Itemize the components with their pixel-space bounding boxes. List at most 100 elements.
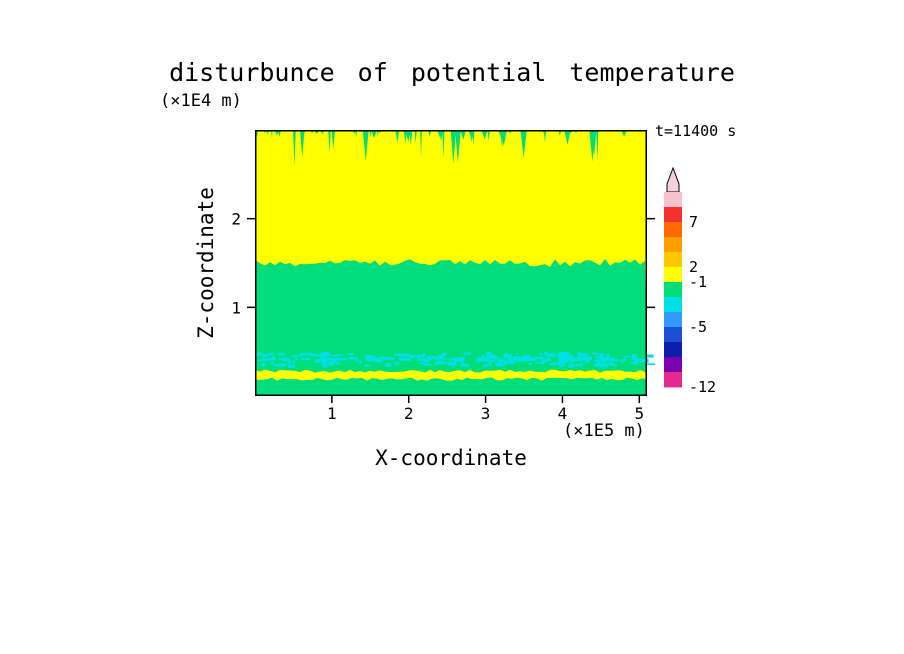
speckle (271, 355, 275, 360)
speckle (485, 351, 492, 356)
z-axis-unit: (×1E4 m) (160, 91, 242, 111)
speckle (641, 359, 649, 363)
speckle (443, 361, 447, 365)
speckle (506, 361, 515, 364)
top-streak (300, 130, 305, 158)
speckle (623, 355, 631, 358)
speckle (488, 360, 491, 365)
colorbar-segment (664, 357, 682, 373)
top-streak (442, 130, 445, 158)
speckle (536, 356, 546, 359)
speckle (596, 355, 604, 358)
top-streak (328, 130, 331, 153)
speckle (524, 355, 531, 359)
field-thin-yellow (255, 369, 647, 381)
speckle (321, 360, 326, 365)
top-streak (455, 130, 461, 163)
speckle (598, 353, 606, 356)
speckle (561, 355, 568, 358)
top-streak (355, 130, 358, 138)
speckle (523, 358, 533, 361)
speckle (539, 352, 544, 356)
speckle (270, 362, 275, 365)
speckle (516, 358, 520, 361)
speckle (378, 356, 388, 360)
colorbar-label: -5 (689, 318, 707, 336)
top-streak (481, 130, 488, 140)
speckle (559, 364, 565, 368)
x-axis-label: X-coordinate (375, 446, 527, 470)
speckle (434, 362, 440, 365)
speckle (262, 354, 269, 358)
speckle (429, 356, 437, 359)
speckle (364, 354, 374, 357)
speckle (478, 358, 485, 362)
speckle (577, 352, 581, 355)
speckle (476, 358, 481, 363)
colorbar-segment (664, 237, 682, 253)
top-streak (460, 130, 466, 140)
top-streak (564, 130, 571, 145)
speckle (290, 355, 299, 358)
speckle (291, 360, 295, 364)
speckle (601, 362, 605, 365)
speckle (423, 363, 432, 366)
speckle (547, 357, 551, 360)
speckle (602, 359, 607, 364)
colorbar-segment (664, 207, 682, 223)
colorbar-segment (664, 297, 682, 313)
speckle (623, 358, 627, 361)
speckle (565, 357, 573, 360)
speckle (540, 358, 544, 361)
speckle (596, 364, 600, 367)
top-streak (487, 130, 490, 142)
speckle (335, 361, 340, 365)
speckle (418, 354, 426, 358)
colorbar-segment (664, 312, 682, 328)
colorbar-label: -12 (689, 378, 716, 396)
speckle (299, 354, 302, 357)
speckle (569, 361, 574, 363)
speckle (400, 358, 412, 361)
colorbar-segment (664, 282, 682, 298)
speckle (497, 358, 503, 363)
speckle (487, 357, 499, 360)
speckle (583, 353, 589, 356)
speckle (586, 357, 589, 362)
speckle (576, 357, 587, 360)
speckle (595, 356, 599, 359)
colorbar-label: 7 (689, 213, 698, 231)
speckle (580, 353, 586, 357)
speckle (441, 358, 448, 360)
speckle (287, 364, 295, 369)
speckle (485, 364, 492, 367)
speckle (325, 358, 333, 361)
speckle (516, 352, 519, 355)
speckle (460, 363, 470, 367)
speckle (419, 362, 428, 365)
speckle (385, 363, 392, 367)
speckle (480, 357, 488, 360)
speckle (534, 357, 540, 360)
speckle (294, 357, 299, 361)
speckle (317, 360, 325, 362)
speckle (441, 352, 447, 356)
speckle (310, 353, 317, 357)
speckle (394, 362, 400, 365)
top-streak (543, 130, 547, 143)
speckle (631, 354, 637, 358)
speckle (504, 353, 508, 356)
speckle (287, 361, 291, 365)
speckle (408, 354, 416, 358)
speckle (574, 363, 583, 367)
speckle (614, 359, 619, 362)
speckle (606, 354, 611, 357)
colorbar-segment (664, 267, 682, 283)
x-tick-label: 2 (404, 404, 414, 423)
speckle (268, 352, 274, 356)
colorbar-arrow (666, 166, 680, 193)
speckle (335, 354, 343, 356)
top-streak (621, 130, 627, 137)
speckle (568, 363, 575, 368)
speckle (327, 353, 331, 356)
